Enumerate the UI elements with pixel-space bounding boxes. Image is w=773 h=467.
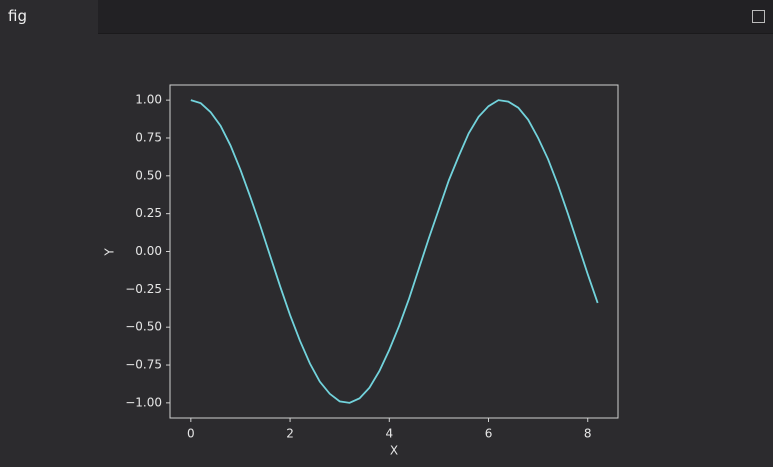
x-tick-label: 0 (187, 427, 195, 441)
x-tick-label: 6 (485, 427, 493, 441)
y-tick-label: −0.25 (125, 282, 162, 296)
x-tick-label: 2 (286, 427, 294, 441)
plot-frame (169, 84, 619, 419)
data-line (190, 99, 599, 404)
y-tick-label: −0.50 (125, 320, 162, 334)
y-tick-label: 0.00 (135, 244, 162, 258)
x-tick-label: 4 (385, 427, 393, 441)
x-axis-label: X (390, 444, 398, 458)
y-tick-label: −1.00 (125, 395, 162, 409)
y-axis-label: Y (103, 248, 117, 257)
maximize-button[interactable] (752, 10, 765, 23)
y-tick-label: 0.75 (135, 130, 162, 144)
y-tick-label: 1.00 (135, 93, 162, 107)
y-tick-label: −0.75 (125, 358, 162, 372)
y-tick-label: 0.25 (135, 206, 162, 220)
tab-bar: fig (0, 0, 773, 34)
y-tick-label: 0.50 (135, 168, 162, 182)
x-tick-label: 8 (584, 427, 592, 441)
tab[interactable]: fig (0, 0, 98, 34)
